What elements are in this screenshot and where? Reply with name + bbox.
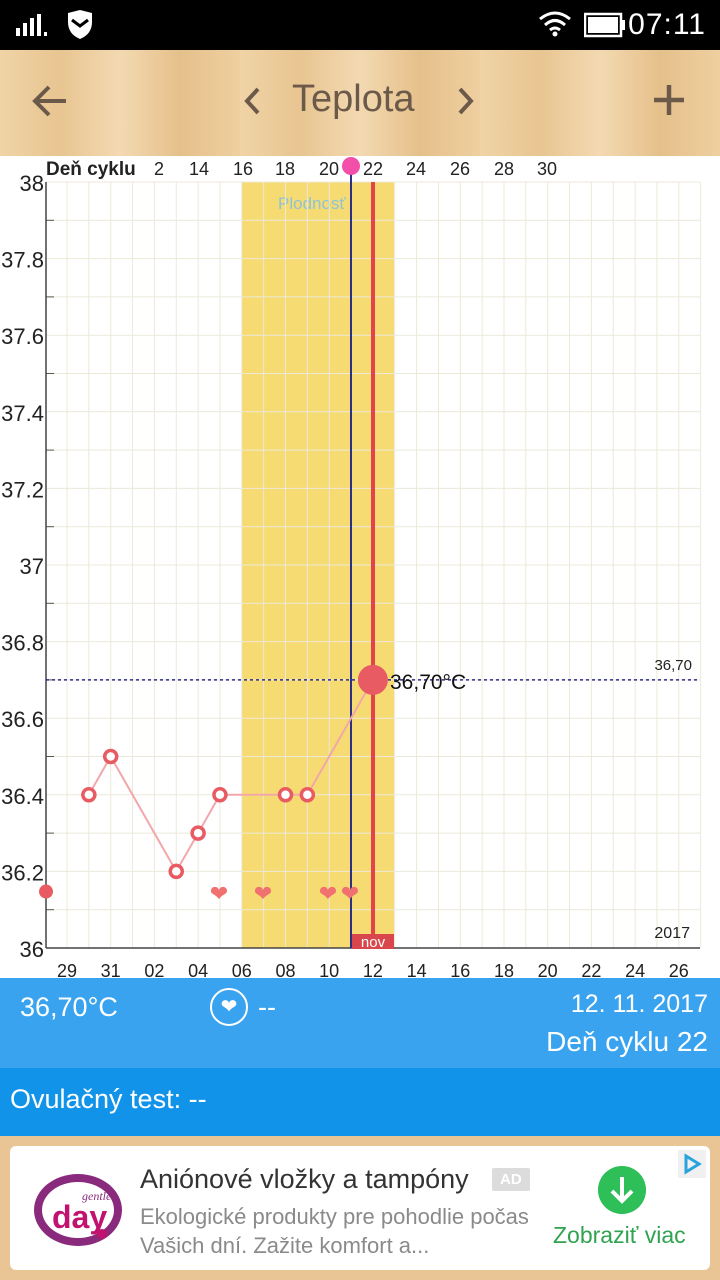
date-tick-label: 16 xyxy=(450,961,470,978)
ad-description[interactable]: Ekologické produkty pre pohodlie počas V… xyxy=(140,1204,529,1258)
y-tick-label: 37.8 xyxy=(1,248,44,273)
y-tick-label: 36.8 xyxy=(1,631,44,656)
page-title: Teplota xyxy=(292,78,415,120)
y-tick-label: 36.2 xyxy=(1,860,44,885)
y-tick-label: 37.6 xyxy=(1,324,44,349)
selected-temperature-point xyxy=(357,664,388,695)
heart-icon[interactable]: ❤ xyxy=(210,988,248,1026)
temperature-point-partial xyxy=(39,884,53,899)
temperature-point xyxy=(212,787,228,803)
download-arrow-icon[interactable] xyxy=(598,1166,646,1214)
app-bar: Teplota xyxy=(0,50,720,156)
ad-badge: AD xyxy=(492,1168,530,1191)
cycle-tick-label: 16 xyxy=(233,159,253,179)
mood-value: -- xyxy=(258,992,276,1022)
cycle-tick-label: 26 xyxy=(450,159,470,179)
cycle-tick-label: 2 xyxy=(154,159,164,179)
date-tick-label: 18 xyxy=(494,961,514,978)
info-bar: 36,70°C ❤ -- 12. 11. 2017 Deň cyklu 22 xyxy=(0,978,720,1068)
cycle-day: Deň cyklu 22 xyxy=(546,1026,708,1057)
cycle-tick-label: 18 xyxy=(275,159,295,179)
year-label: 2017 xyxy=(654,925,690,942)
selected-temperature: 36,70°C xyxy=(20,992,118,1022)
temperature-point xyxy=(81,787,97,803)
date-tick-label: 26 xyxy=(669,961,689,978)
status-bar: 07:11 xyxy=(0,0,720,50)
ad-banner[interactable]: gentle day Aniónové vložky a tampóny AD … xyxy=(10,1146,710,1270)
date-tick-label: 29 xyxy=(57,961,77,978)
temperature-point xyxy=(299,787,316,803)
heart-marker-icon: ❤ xyxy=(210,881,228,906)
selected-date: 12. 11. 2017 xyxy=(570,990,708,1018)
y-tick-label: 36.6 xyxy=(1,707,44,732)
logo-big-text: day xyxy=(52,1199,107,1235)
heart-marker-icon: ❤ xyxy=(254,881,272,906)
date-tick-label: 04 xyxy=(188,961,208,978)
chart-canvas[interactable]: Plodnosť 38 37.8 37.6 37.4 37.2 37 36.8 36.6 36.4… xyxy=(0,156,720,978)
date-tick-label: 31 xyxy=(101,961,121,978)
date-tick-label: 06 xyxy=(232,961,252,978)
cycle-day-label: Deň cyklu xyxy=(46,159,136,180)
temperature-point xyxy=(102,748,119,765)
status-time: 07:11 xyxy=(628,8,706,41)
month-label: nov xyxy=(361,934,386,951)
date-tick-label: 24 xyxy=(625,961,645,978)
temperature-point xyxy=(190,825,206,841)
ad-cta-button[interactable]: Zobraziť viac xyxy=(553,1222,686,1248)
y-tick-label: 37 xyxy=(20,554,44,579)
cycle-tick-label: 20 xyxy=(319,159,339,179)
temperature-chart[interactable]: Plodnosť 38 37.8 37.6 37.4 37.2 37 36.8 36.6 36.4… xyxy=(0,156,720,978)
temperature-point xyxy=(168,863,184,880)
temperature-point xyxy=(277,787,294,803)
ovulation-test-label: Ovulačný test: -- xyxy=(10,1084,207,1114)
y-tick-label: 36 xyxy=(20,937,44,962)
date-tick-label: 10 xyxy=(319,961,339,978)
ad-headline[interactable]: Aniónové vložky a tampóny xyxy=(140,1164,469,1194)
logo-small-text: gentle xyxy=(82,1189,112,1203)
date-tick-label: 22 xyxy=(581,961,601,978)
selected-temperature-label: 36,70°C xyxy=(390,671,466,694)
chevron-right-icon[interactable] xyxy=(456,86,476,116)
ovulation-marker xyxy=(342,157,360,175)
cycle-tick-label: 30 xyxy=(537,159,557,179)
date-tick-label: 14 xyxy=(407,961,427,978)
brand-logo: gentle day xyxy=(34,1174,122,1246)
add-icon[interactable] xyxy=(652,83,686,117)
y-tick-label: 38 xyxy=(20,171,44,196)
signal-icon xyxy=(16,14,47,36)
cycle-tick-label: 28 xyxy=(494,159,514,179)
y-tick-label: 36.4 xyxy=(1,784,44,809)
ovulation-test-bar[interactable]: Ovulačný test: -- xyxy=(0,1068,720,1136)
y-tick-label: 37.2 xyxy=(1,477,44,502)
month-badge xyxy=(352,934,394,949)
heart-marker-icon: ❤ xyxy=(319,881,337,906)
y-tick-label: 37.4 xyxy=(1,401,44,426)
date-tick-label: 08 xyxy=(275,961,295,978)
cycle-tick-label: 24 xyxy=(406,159,426,179)
fertile-label: Plodnosť xyxy=(278,194,346,213)
shield-icon xyxy=(68,10,92,39)
heart-marker-icon: ❤ xyxy=(341,881,359,906)
current-level-label: 36,70 xyxy=(654,657,692,674)
cycle-tick-label: 14 xyxy=(189,159,209,179)
back-arrow-icon[interactable] xyxy=(32,84,68,118)
wifi-icon xyxy=(539,11,571,37)
date-tick-label: 02 xyxy=(144,961,164,978)
battery-icon xyxy=(584,12,625,38)
cycle-tick-label: 22 xyxy=(363,159,383,179)
chevron-left-icon[interactable] xyxy=(242,86,262,116)
date-tick-label: 20 xyxy=(538,961,558,978)
adchoices-icon[interactable] xyxy=(678,1150,706,1178)
date-tick-label: 12 xyxy=(363,961,383,978)
